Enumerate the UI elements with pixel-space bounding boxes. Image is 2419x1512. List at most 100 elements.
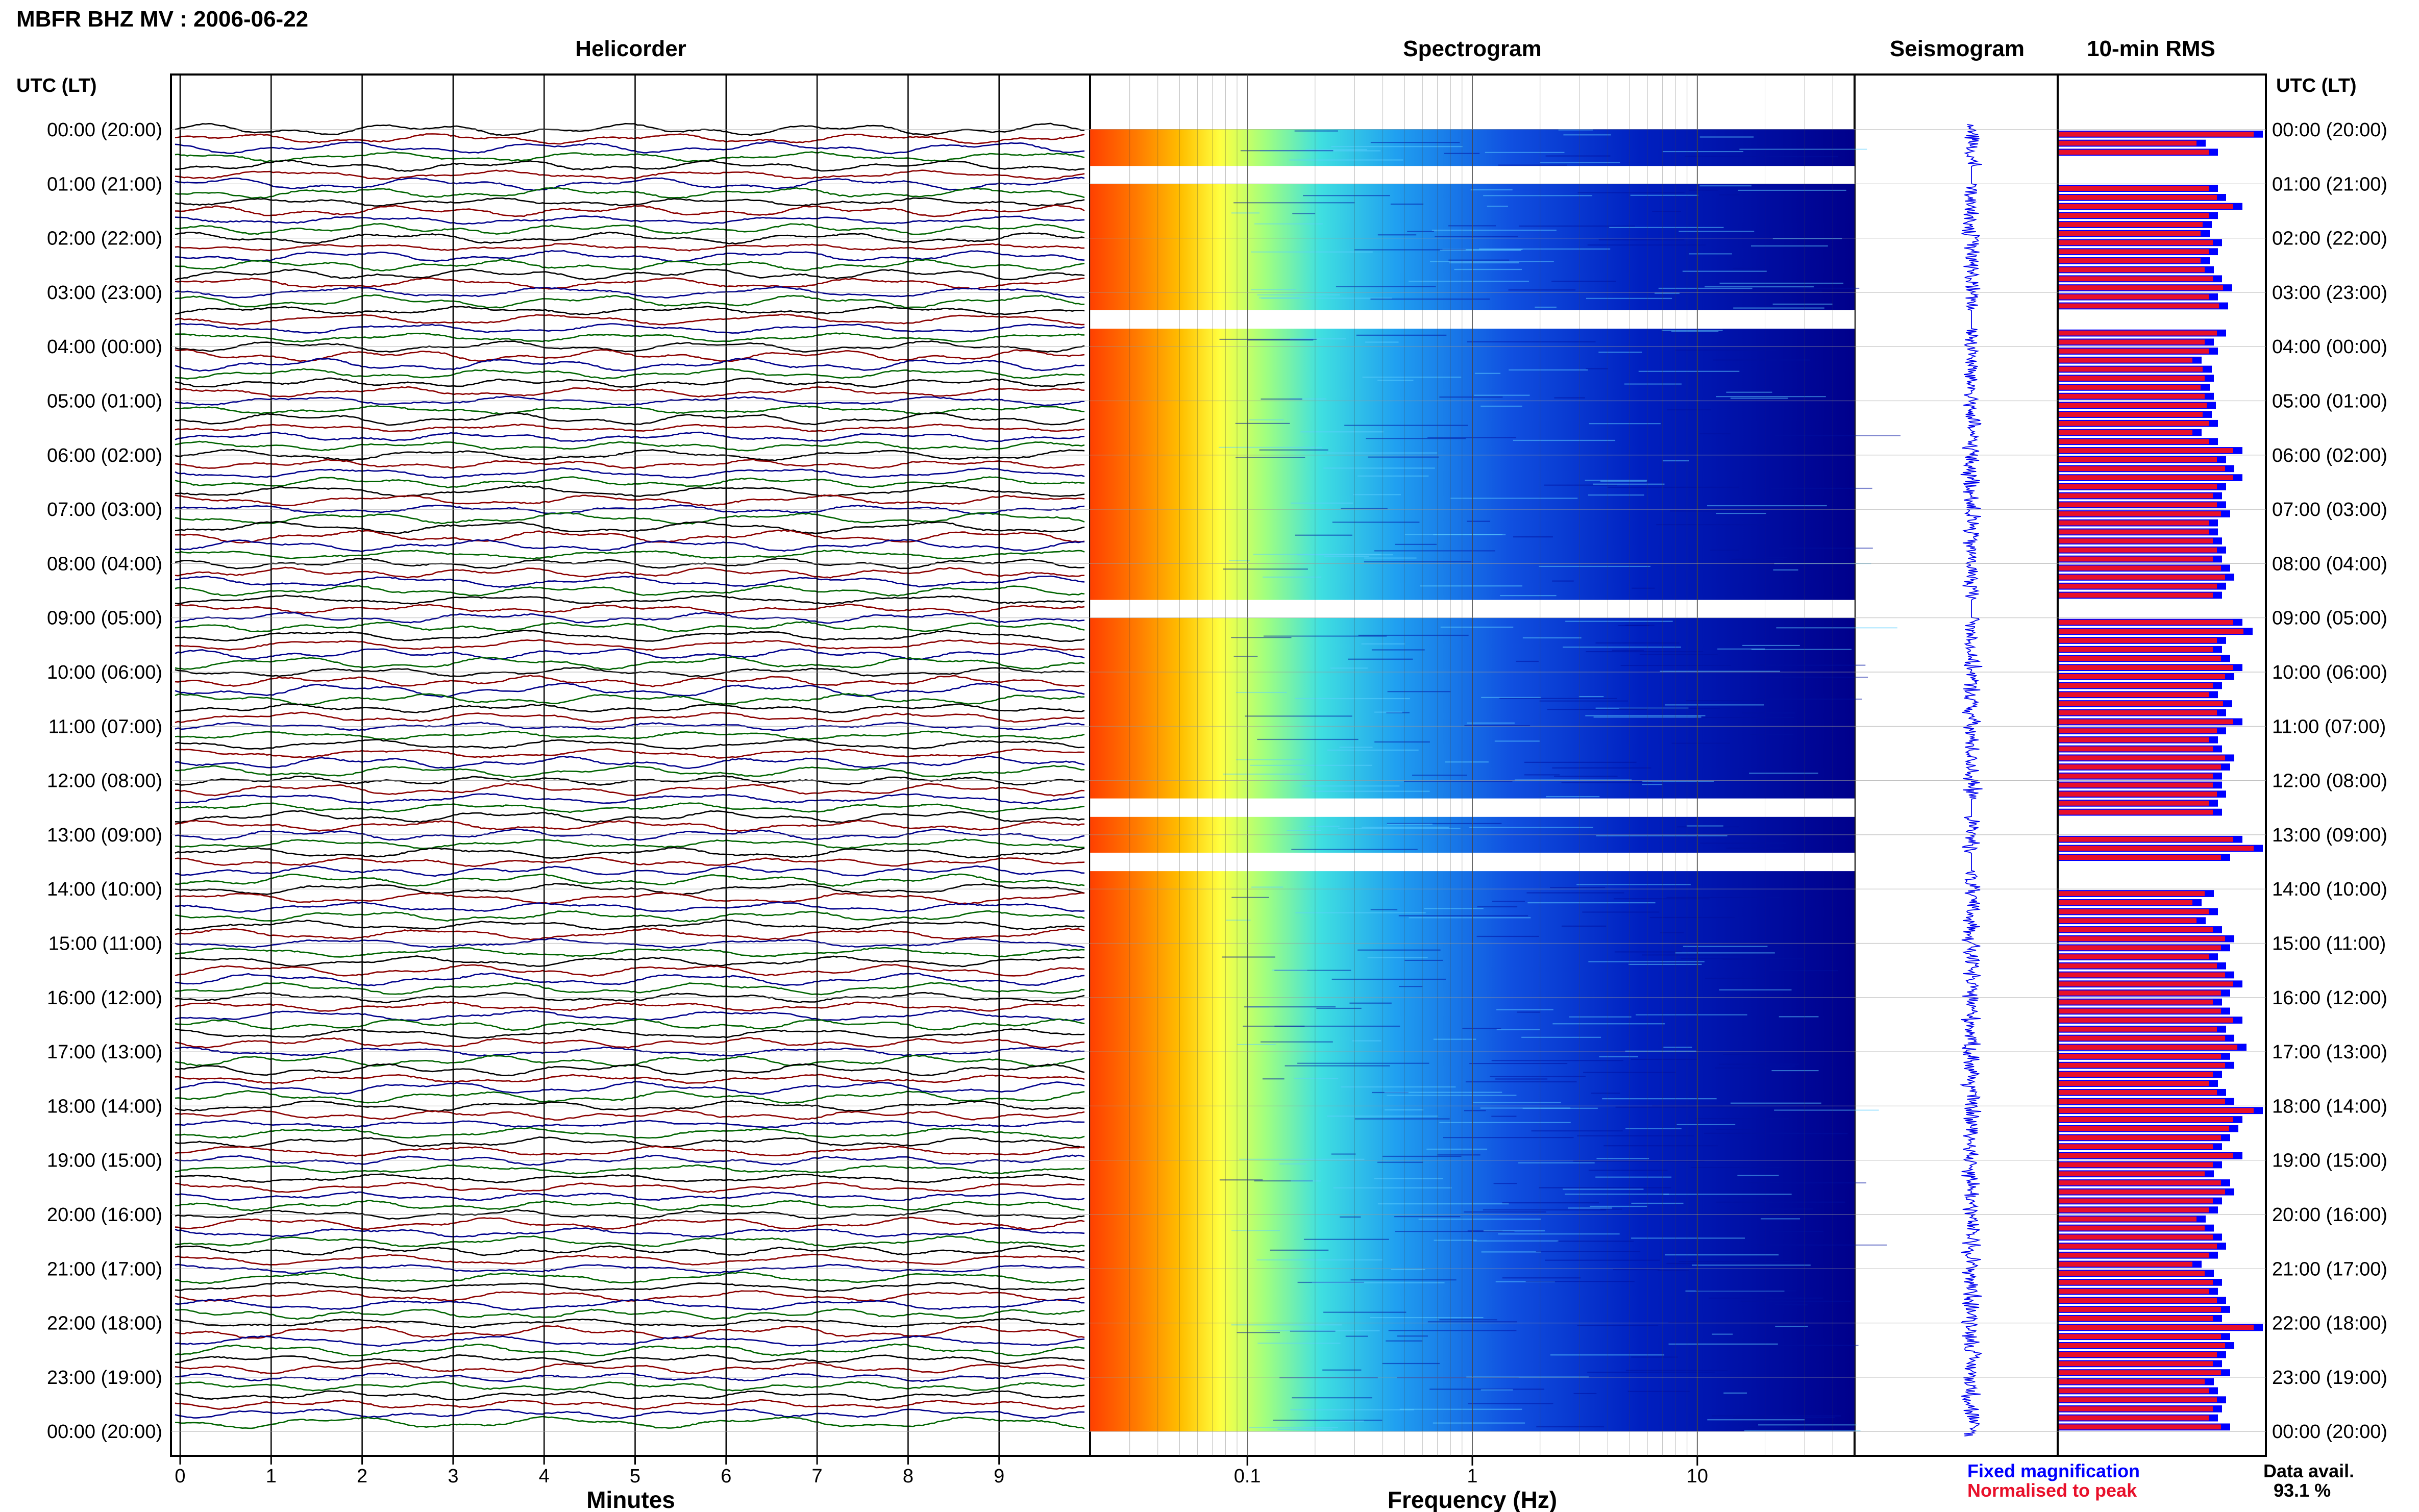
- time-label-left: 07:00 (03:00): [47, 499, 162, 520]
- minute-tick-label: 0: [175, 1466, 185, 1487]
- helicorder-trace: [175, 358, 1085, 372]
- time-label-right: 23:00 (19:00): [2272, 1367, 2387, 1389]
- time-labels-right: 00:00 (20:00) 01:00 (21:00) 02:00 (22:00) 0…: [2272, 119, 2387, 1443]
- data-availability-value: 93.1 %: [2274, 1480, 2331, 1501]
- rms-bar-normalised: [2059, 575, 2225, 580]
- time-label-right: 11:00 (07:00): [2272, 716, 2386, 737]
- rms-bar-normalised: [2059, 909, 2209, 914]
- rms-bar-normalised: [2059, 439, 2209, 444]
- rms-bar-normalised: [2059, 1316, 2213, 1321]
- rms-bar-normalised: [2059, 303, 2219, 309]
- helicorder-trace: [175, 1036, 1085, 1049]
- helicorder-trace: [175, 1136, 1085, 1148]
- rms-bar-normalised: [2059, 710, 2217, 715]
- rms-bar-normalised: [2059, 393, 2205, 399]
- helicorder-trace: [175, 1335, 1085, 1347]
- helicorder-trace: [175, 703, 1085, 714]
- time-label-right: 04:00 (00:00): [2272, 336, 2387, 358]
- rms-bar-normalised: [2059, 936, 2225, 941]
- rms-bar-normalised: [2059, 1379, 2205, 1384]
- helicorder-trace: [175, 992, 1085, 1004]
- rms-bar-normalised: [2059, 366, 2203, 372]
- helicorder-trace: [175, 133, 1085, 145]
- helicorder-trace: [175, 1001, 1085, 1012]
- helicorder-trace: [175, 1416, 1085, 1429]
- minute-tick-label: 2: [357, 1466, 367, 1487]
- helicorder-trace: [175, 648, 1085, 660]
- time-label-left: 12:00 (08:00): [47, 771, 162, 792]
- legend-fixed-magnification: Fixed magnification: [1967, 1460, 2140, 1481]
- spectrogram-title: Spectrogram: [1403, 36, 1541, 61]
- helicorder-trace: [175, 1127, 1085, 1139]
- helicorder-trace: [175, 1154, 1085, 1166]
- rms-bar-normalised: [2059, 339, 2205, 345]
- rms-bar-normalised: [2059, 954, 2209, 959]
- time-label-right: 18:00 (14:00): [2272, 1096, 2387, 1117]
- rms-bar-normalised: [2059, 1406, 2213, 1411]
- time-label-left: 21:00 (17:00): [47, 1258, 162, 1280]
- helicorder-trace: [175, 169, 1085, 180]
- frequency-tick-label: 1: [1467, 1466, 1477, 1487]
- rms-bar-normalised: [2059, 918, 2196, 924]
- rms-bar-normalised: [2059, 132, 2254, 137]
- helicorder-trace: [175, 639, 1085, 651]
- rms-bar-normalised: [2059, 674, 2225, 679]
- helicorder-trace: [175, 405, 1085, 415]
- helicorder-trace: [175, 1200, 1085, 1211]
- rms-bar-normalised: [2059, 412, 2203, 417]
- legend-normalised-to-peak: Normalised to peak: [1967, 1480, 2137, 1501]
- rms-bar-normalised: [2059, 1288, 2209, 1294]
- helicorder-trace: [175, 512, 1085, 525]
- helicorder-xlabel: Minutes: [586, 1486, 675, 1512]
- rms-bar-normalised: [2059, 448, 2233, 453]
- rms-bar-normalised: [2059, 186, 2209, 191]
- rms-bar-normalised: [2059, 638, 2217, 643]
- rms-bar-normalised: [2059, 1424, 2221, 1430]
- spectrogram-plot: [1090, 75, 1901, 1456]
- rms-bar-normalised: [2059, 1415, 2209, 1421]
- rms-bar-normalised: [2059, 1217, 2196, 1222]
- rms-bar-normalised: [2059, 963, 2217, 969]
- rms-bar-normalised: [2059, 1198, 2213, 1204]
- rms-bar-normalised: [2059, 1081, 2209, 1086]
- rms-bar-normalised: [2059, 809, 2213, 815]
- helicorder-trace: [175, 1235, 1085, 1248]
- rms-bar-normalised: [2059, 1189, 2225, 1195]
- rms-bar-normalised: [2059, 683, 2213, 688]
- helicorder-trace: [175, 332, 1085, 343]
- helicorder-trace: [175, 1018, 1085, 1031]
- helicorder-trace: [175, 122, 1085, 136]
- rms-bar-normalised: [2059, 140, 2196, 146]
- rms-bar-normalised: [2059, 1298, 2217, 1303]
- time-label-left: 03:00 (23:00): [47, 282, 162, 304]
- rms-bar-normalised: [2059, 1126, 2229, 1131]
- rms-bar-normalised: [2059, 1108, 2254, 1113]
- time-label-left: 11:00 (07:00): [48, 716, 162, 737]
- rms-bar-normalised: [2059, 1162, 2213, 1168]
- rms-bar-normalised: [2059, 213, 2209, 218]
- rms-frame: [2057, 73, 2267, 1457]
- rms-bar-normalised: [2059, 466, 2225, 472]
- helicorder-trace: [175, 1120, 1084, 1129]
- helicorder-trace: [175, 1009, 1085, 1022]
- helicorder-trace: [175, 459, 1085, 469]
- rms-bar-normalised: [2059, 773, 2213, 779]
- helicorder-trace: [175, 1308, 1085, 1320]
- rms-bar-normalised: [2059, 891, 2205, 896]
- rms-bar-normalised: [2059, 1207, 2209, 1212]
- rms-bar-normalised: [2059, 1171, 2205, 1177]
- time-label-left: 13:00 (09:00): [47, 825, 162, 846]
- rms-bar-normalised: [2059, 484, 2217, 489]
- helicorder-trace: [175, 529, 1085, 544]
- helicorder-trace: [175, 250, 1085, 263]
- helicorder-trace: [175, 828, 1085, 841]
- helicorder-trace: [175, 765, 1085, 778]
- helicorder-trace: [175, 604, 1085, 614]
- helicorder-trace: [175, 340, 1085, 353]
- helicorder-trace: [175, 755, 1085, 769]
- helicorder-trace: [175, 504, 1085, 515]
- helicorder-trace: [175, 1090, 1085, 1104]
- time-label-left: 00:00 (20:00): [47, 119, 162, 141]
- helicorder-trace: [175, 810, 1085, 824]
- rms-bar-normalised: [2059, 1271, 2205, 1276]
